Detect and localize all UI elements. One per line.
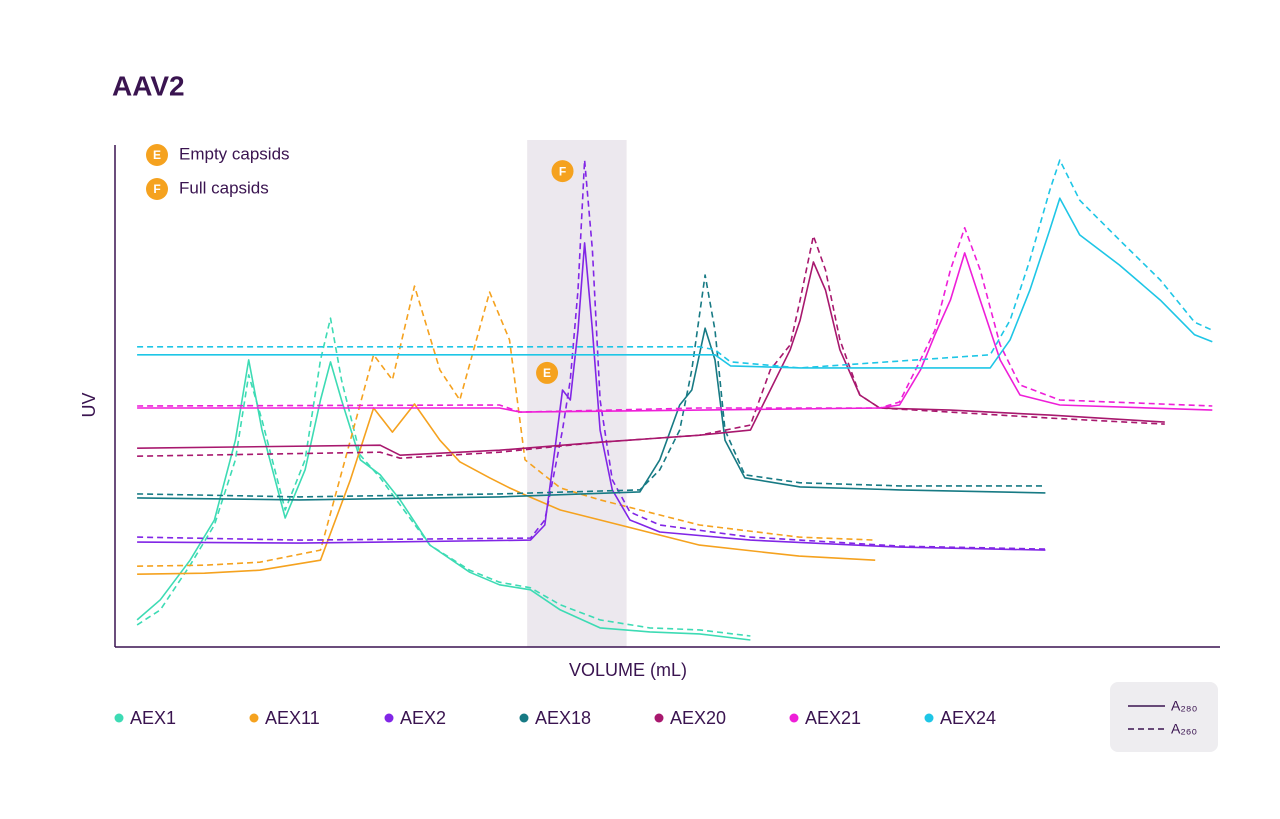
legend-label: AEX20 xyxy=(670,708,726,728)
legend-dot xyxy=(924,713,934,723)
x-axis-label: VOLUME (mL) xyxy=(569,660,687,680)
series-line xyxy=(137,261,1165,456)
series-line xyxy=(137,197,1213,369)
marker-text: Full capsids xyxy=(179,178,269,197)
legend-label: AEX11 xyxy=(265,708,320,728)
series-line xyxy=(137,159,1213,369)
series-line xyxy=(137,242,1046,551)
style-legend-label: A₂₆₀ xyxy=(1171,721,1197,737)
annotation-circle xyxy=(551,160,574,183)
legend-label: AEX2 xyxy=(400,708,446,728)
legend-dot xyxy=(384,713,394,723)
series-line xyxy=(137,274,1046,498)
series-line xyxy=(137,252,1213,413)
annotation-letter: F xyxy=(559,164,566,178)
marker-text: Empty capsids xyxy=(179,144,290,163)
series-line xyxy=(136,317,751,637)
marker-badge-circle xyxy=(146,144,168,166)
legend-label: AEX18 xyxy=(535,708,591,728)
annotation-circle xyxy=(536,361,559,384)
series-line xyxy=(137,403,876,575)
legend-label: AEX24 xyxy=(940,708,996,728)
legend-dot xyxy=(249,713,259,723)
legend-dot xyxy=(114,713,124,723)
marker-badge-letter: F xyxy=(153,182,160,196)
shaded-range xyxy=(527,140,627,647)
y-axis-label: UV xyxy=(79,392,99,417)
marker-badge-circle xyxy=(146,178,168,200)
legend-label: AEX21 xyxy=(805,708,861,728)
series-line xyxy=(137,227,1213,413)
marker-badge-letter: E xyxy=(153,148,161,162)
style-legend-label: A₂₈₀ xyxy=(1171,698,1198,714)
series-line xyxy=(137,285,876,567)
series-line xyxy=(137,159,1046,550)
series-line xyxy=(137,327,1046,501)
legend-dot xyxy=(519,713,529,723)
style-legend-box xyxy=(1110,682,1218,752)
annotation-letter: E xyxy=(543,366,551,380)
series-line xyxy=(136,359,751,641)
chart-title: AAV2 xyxy=(112,70,185,101)
legend-label: AEX1 xyxy=(130,708,176,728)
legend-dot xyxy=(789,713,799,723)
legend-dot xyxy=(654,713,664,723)
